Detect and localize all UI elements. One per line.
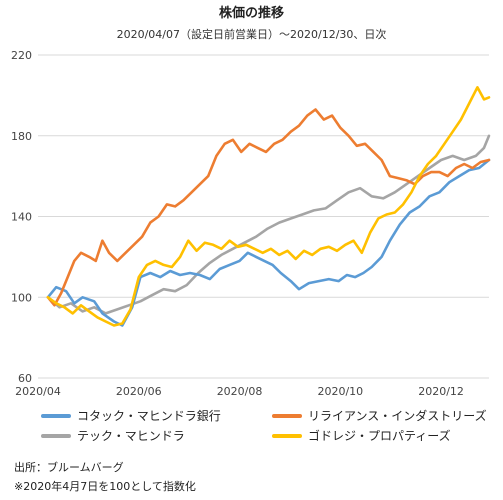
y-tick-label: 100 (11, 291, 32, 304)
series-line-techm (46, 134, 491, 315)
index-footnote: ※2020年4月7日を100として指数化 (14, 480, 196, 493)
series-line-reliance (46, 108, 491, 307)
x-tick-label: 2020/08 (217, 385, 263, 398)
x-tick-label: 2020/06 (116, 385, 162, 398)
legend-swatch-techm (41, 433, 71, 438)
x-tick-label: 2020/04 (15, 385, 61, 398)
legend-swatch-reliance (272, 413, 302, 418)
legend-label-godrej: ゴドレジ・プロパティーズ (308, 429, 451, 443)
legend-swatch-kotak (41, 413, 71, 418)
chart-title: 株価の推移 (218, 6, 284, 21)
y-tick-label: 60 (18, 372, 32, 385)
legend-item-reliance: リライアンス・インダストリーズ (272, 407, 487, 424)
legend-item-kotak: コタック・マヒンドラ銀行 (41, 407, 221, 424)
y-tick-label: 140 (11, 211, 32, 224)
series-line-godrej (46, 86, 491, 327)
legend-item-techm: テック・マヒンドラ (41, 427, 185, 444)
legend-item-godrej: ゴドレジ・プロパティーズ (272, 427, 451, 444)
legend-label-reliance: リライアンス・インダストリーズ (308, 409, 487, 423)
x-tick-label: 2020/12 (418, 385, 464, 398)
line-chart: 60 100 140 180 220 2020/04 2020/06 2020/08 2020… (11, 49, 491, 398)
y-tick-label: 180 (11, 130, 32, 143)
chart-subtitle: 2020/04/07（設定日前営業日）～2020/12/30、日次 (116, 28, 387, 41)
y-tick-label: 220 (11, 49, 32, 62)
legend-label-kotak: コタック・マヒンドラ銀行 (77, 409, 221, 423)
legend-swatch-godrej (272, 433, 302, 438)
x-tick-label: 2020/10 (317, 385, 363, 398)
series-line-kotak (46, 158, 491, 327)
source-note: 出所：ブルームバーグ (14, 461, 124, 474)
legend-label-techm: テック・マヒンドラ (77, 429, 185, 443)
